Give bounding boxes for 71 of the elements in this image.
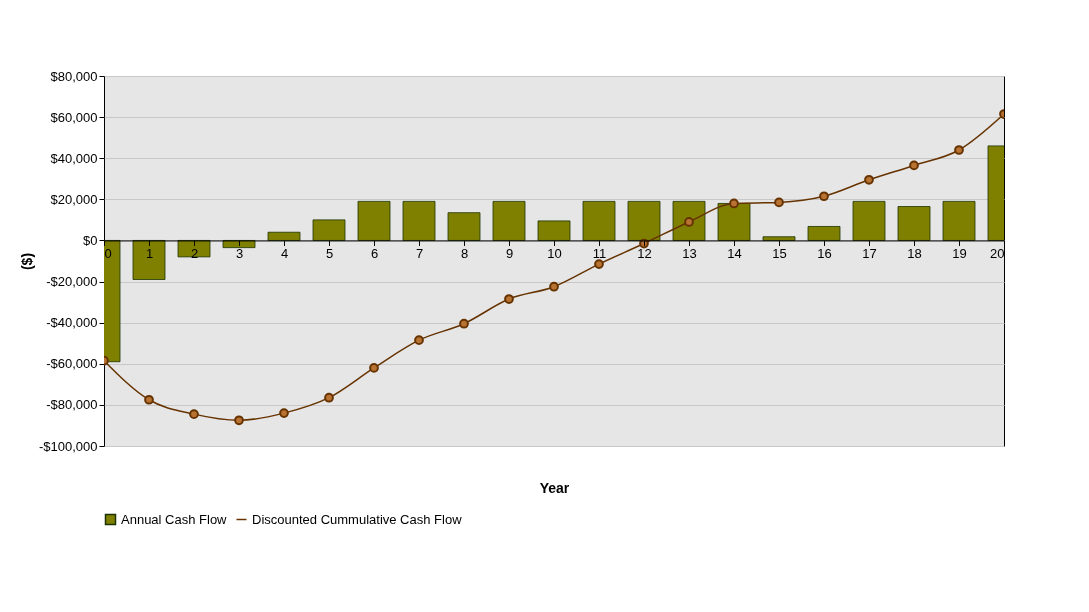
x-tick-label: 13 <box>682 245 697 261</box>
legend-label: Discounted Cummulative Cash Flow <box>252 511 463 527</box>
point <box>144 394 154 405</box>
y-tick-label: $80,000 <box>50 68 98 84</box>
x-tick-label: 19 <box>952 245 967 261</box>
x-axis-title: Year <box>539 479 570 496</box>
point <box>819 191 829 202</box>
x-tick-label: 18 <box>907 245 922 261</box>
x-tick-label: 16 <box>817 245 832 261</box>
bar <box>807 226 841 241</box>
bar <box>582 200 616 241</box>
y-tick-label: -$40,000 <box>46 315 98 331</box>
x-tick-label: 17 <box>862 245 877 261</box>
point <box>954 145 964 155</box>
bar <box>357 200 391 241</box>
bar <box>852 200 886 241</box>
x-tick-label: 4 <box>280 245 289 261</box>
y-tick-label: $20,000 <box>50 191 98 207</box>
bar <box>402 200 436 241</box>
y-tick-label: -$100,000 <box>38 438 98 454</box>
legend-label: Annual Cash Flow <box>121 511 228 527</box>
point <box>459 318 469 329</box>
point <box>864 174 874 185</box>
x-tick-label: 6 <box>370 245 379 261</box>
x-tick-label: 3 <box>235 245 244 261</box>
y-tick-label: -$20,000 <box>46 274 98 290</box>
point <box>594 259 604 269</box>
bar <box>762 236 796 241</box>
x-tick-label: 10 <box>547 245 562 261</box>
y-tick-label: $0 <box>83 232 98 248</box>
bar <box>942 200 976 241</box>
x-tick-label: 5 <box>325 245 334 261</box>
bar <box>897 206 931 241</box>
x-tick-label: 1 <box>145 245 154 261</box>
bar <box>492 200 526 241</box>
bar <box>717 203 751 241</box>
point <box>774 197 784 208</box>
x-tick-label: 7 <box>415 245 424 261</box>
y-tick-label: $60,000 <box>50 109 98 125</box>
x-tick-label: 20 <box>990 245 1005 261</box>
point <box>909 160 919 171</box>
x-tick-label: 12 <box>637 245 652 261</box>
y-tick-label: -$60,000 <box>46 356 98 372</box>
point <box>549 281 559 292</box>
y-tick-label: $40,000 <box>50 150 98 166</box>
bar <box>537 220 571 241</box>
point <box>684 217 694 227</box>
point <box>324 392 334 403</box>
point <box>369 363 379 373</box>
point <box>729 198 739 209</box>
bar <box>447 212 481 241</box>
y-tick-label: -$80,000 <box>46 397 98 413</box>
bar <box>672 200 706 241</box>
x-tick-label: 0 <box>104 245 112 261</box>
bar <box>177 240 211 258</box>
point <box>504 294 514 304</box>
point <box>279 408 289 418</box>
bar <box>627 200 661 241</box>
x-tick-label: 14 <box>727 245 742 261</box>
x-tick-label: 2 <box>190 245 199 261</box>
bar <box>312 219 346 241</box>
point <box>234 415 244 426</box>
bar <box>132 240 166 280</box>
x-tick-label: 8 <box>460 245 469 261</box>
x-tick-label: 9 <box>505 245 514 261</box>
point <box>189 409 199 419</box>
x-tick-label: 11 <box>592 245 607 261</box>
x-tick-label: 15 <box>772 245 787 261</box>
y-axis-title: ($) <box>18 252 35 271</box>
bar <box>267 231 301 241</box>
point <box>414 335 424 345</box>
